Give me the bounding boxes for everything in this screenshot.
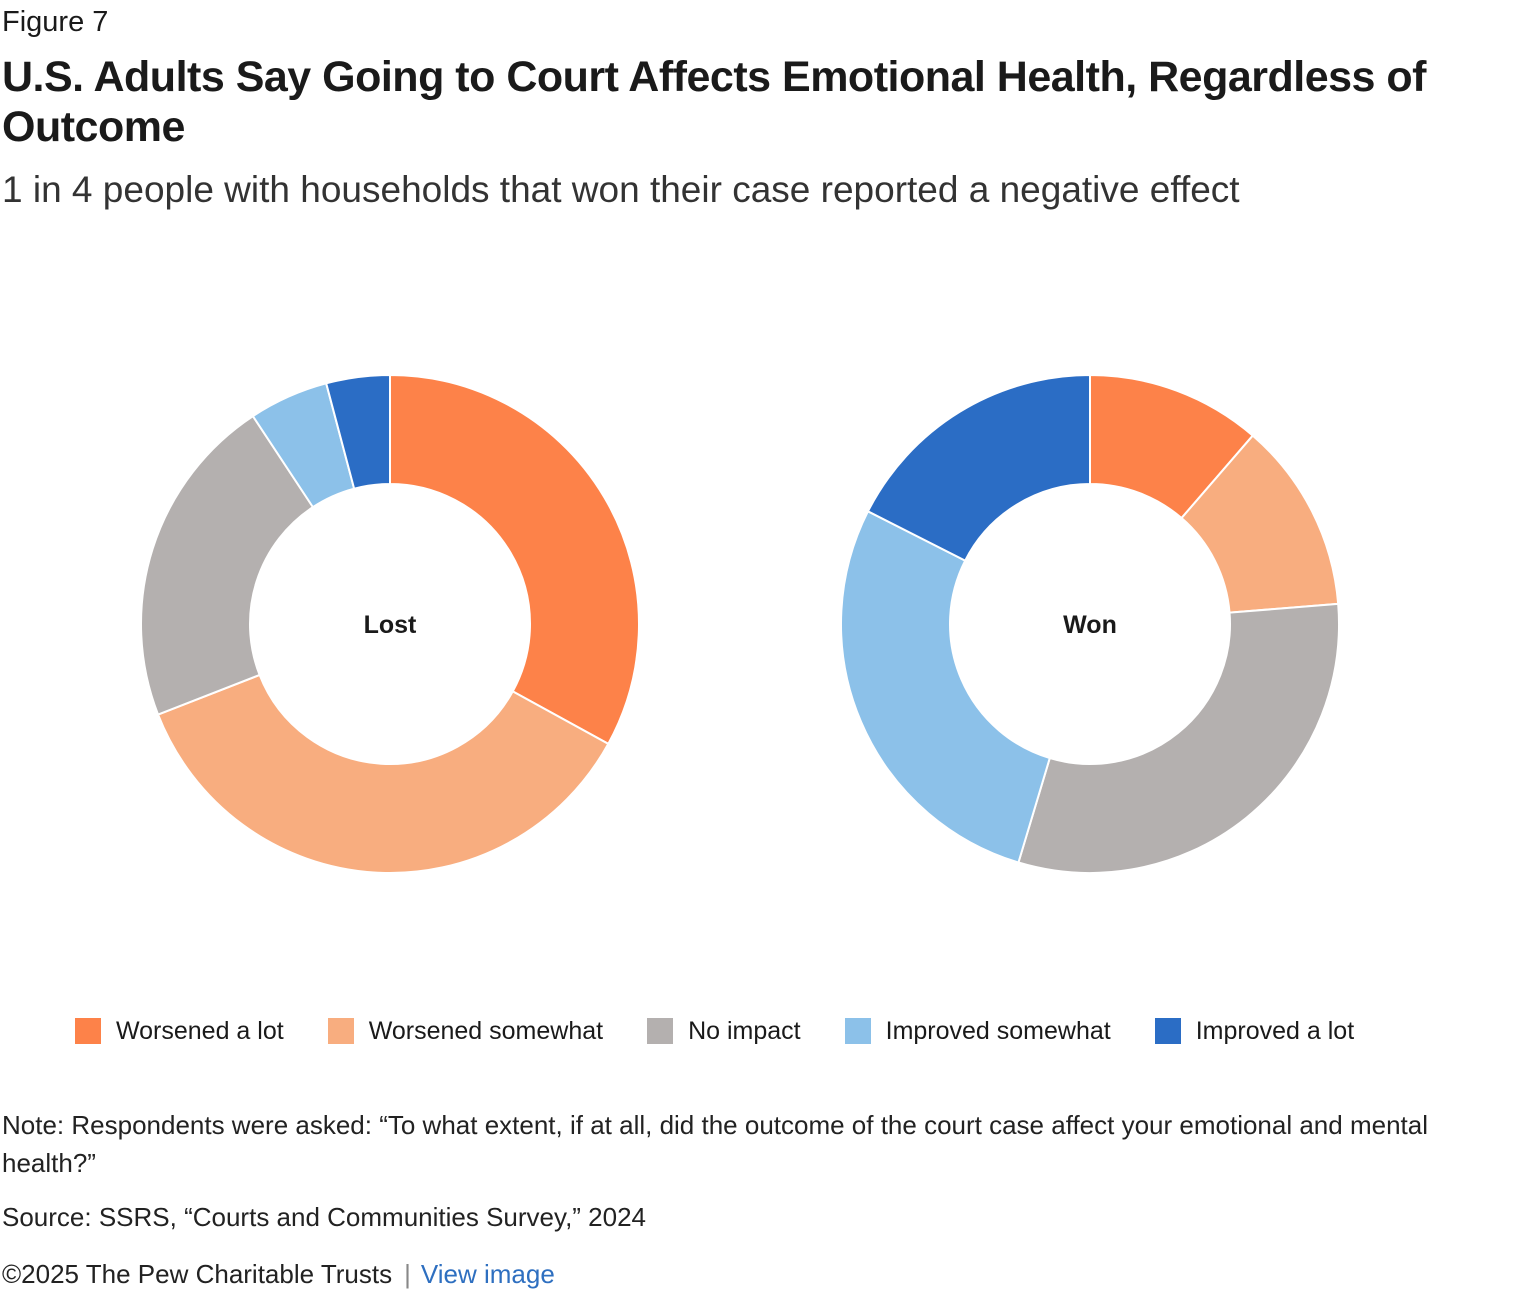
copyright-text: ©2025 The Pew Charitable Trusts xyxy=(2,1259,393,1289)
legend-item-worsened-a-lot: Worsened a lot xyxy=(75,1017,284,1046)
donut-slice-lost-worsened-a-lot xyxy=(389,373,640,746)
donut-slice-lost-no-impact xyxy=(140,414,315,716)
chart-title: U.S. Adults Say Going to Court Affects E… xyxy=(2,53,1426,151)
legend-swatch xyxy=(647,1018,674,1044)
footer-separator: | xyxy=(404,1259,411,1289)
legend-item-improved-somewhat: Improved somewhat xyxy=(844,1016,1111,1046)
footer: ©2025 The Pew Charitable Trusts | View ima… xyxy=(2,1255,555,1293)
figure-label: Figure 7 xyxy=(2,6,109,38)
legend-swatch xyxy=(75,1018,101,1044)
legend-item-improved-a-lot: Improved a lot xyxy=(1154,1016,1355,1046)
chart-note: Note: Respondents were asked: “To what e… xyxy=(2,1110,1428,1178)
donut-center-label-lost: Lost xyxy=(364,611,417,639)
chart-subtitle: 1 in 4 people with households that won t… xyxy=(2,169,1240,210)
legend-label: Worsened somewhat xyxy=(368,1016,604,1045)
donut-slice-won-no-impact xyxy=(1017,602,1340,874)
chart-source: Source: SSRS, “Courts and Communities Su… xyxy=(2,1202,647,1232)
donut-slice-lost-worsened-somewhat xyxy=(156,673,610,874)
legend-label: Improved a lot xyxy=(1195,1016,1355,1045)
legend-label: No impact xyxy=(688,1016,801,1045)
donut-slice-won-improved-somewhat xyxy=(840,509,1052,864)
legend-swatch xyxy=(327,1018,354,1044)
donut-center-label-won: Won xyxy=(1063,611,1117,639)
donut-slice-won-improved-a-lot xyxy=(866,373,1091,562)
legend-item-worsened-somewhat: Worsened somewhat xyxy=(327,1016,604,1046)
donut-slice-lost-improved-a-lot xyxy=(324,373,391,490)
legend-item-no-impact: No impact xyxy=(647,1017,801,1046)
chart-legend: Worsened a lot Worsened somewhat No impact… xyxy=(75,1014,1398,1048)
legend-label: Improved somewhat xyxy=(885,1016,1111,1045)
legend-swatch xyxy=(844,1018,871,1044)
legend-swatch xyxy=(1154,1018,1181,1044)
view-image-link[interactable]: View image xyxy=(420,1259,555,1289)
donut-charts: Lost Won xyxy=(140,373,1340,874)
legend-label: Worsened a lot xyxy=(116,1016,284,1045)
